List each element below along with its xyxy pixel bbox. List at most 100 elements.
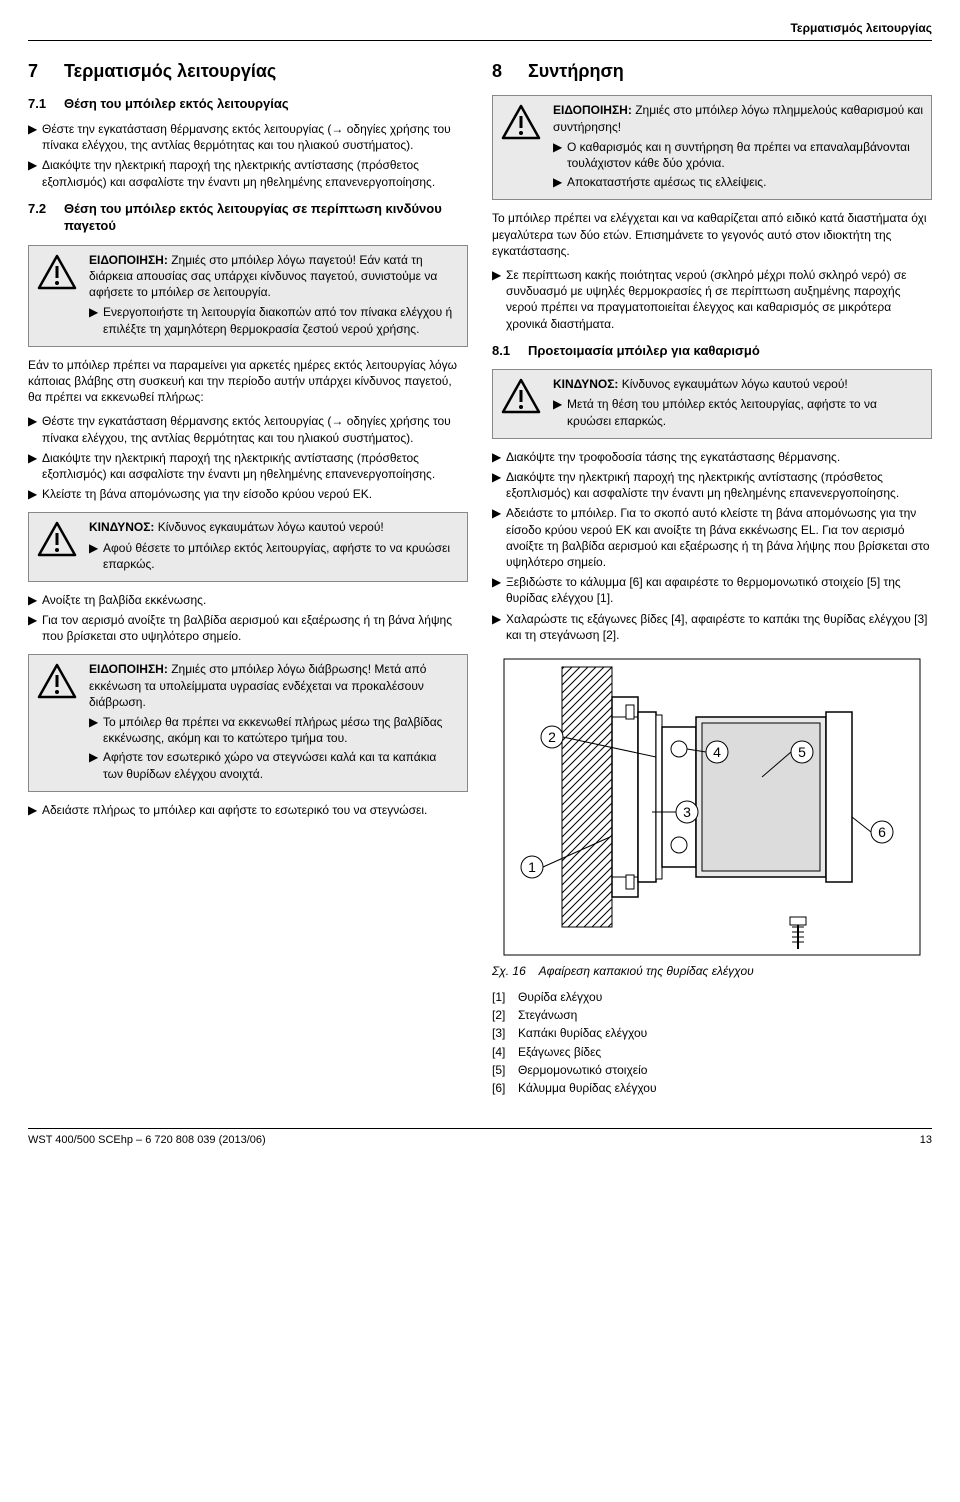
list-item: ▶Θέστε την εγκατάσταση θέρμανσης εκτός λ… (28, 413, 468, 445)
callout-3: 3 (683, 804, 691, 820)
notice-text: Κίνδυνος εγκαυμάτων λόγω καυτού νερού! (158, 520, 384, 534)
heading-number: 7.1 (28, 95, 64, 113)
list-text: Ενεργοποιήστε τη λειτουργία διακοπών από… (103, 304, 459, 336)
warning-icon (499, 102, 543, 193)
paragraph: Εάν το μπόιλερ πρέπει να παραμείνει για … (28, 357, 468, 406)
notice-lead: ΕΙΔΟΠΟΙΗΣΗ: (89, 662, 168, 676)
list-item: ▶Διακόψτε την ηλεκτρική παροχή της ηλεκτ… (28, 157, 468, 189)
running-header: Τερματισμός λειτουργίας (28, 20, 932, 36)
list-text: Αδειάστε το μπόιλερ. Για το σκοπό αυτό κ… (506, 505, 932, 570)
callout-6: 6 (878, 824, 886, 840)
list-item: ▶Θέστε την εγκατάσταση θέρμανσης εκτός λ… (28, 121, 468, 153)
footer-page-number: 13 (920, 1133, 932, 1148)
list-text: Διακόψτε την ηλεκτρική παροχή της ηλεκτρ… (42, 157, 468, 189)
list-text: Διακόψτε την ηλεκτρική παροχή της ηλεκτρ… (42, 450, 468, 482)
list-item: ▶Ο καθαρισμός και η συντήρηση θα πρέπει … (553, 139, 923, 171)
figure-16: 1 2 3 4 5 6 (492, 657, 932, 957)
section-71-heading: 7.1 Θέση του μπόιλερ εκτός λειτουργίας (28, 95, 468, 113)
notice-box: ΕΙΔΟΠΟΙΗΣΗ: Ζημιές στο μπόιλερ λόγω παγε… (28, 245, 468, 347)
heading-number: 7 (28, 59, 64, 83)
warning-icon (35, 519, 79, 575)
legend-row: [6]Κάλυμμα θυρίδας ελέγχου (492, 1080, 932, 1096)
danger-box: ΚΙΝΔΥΝΟΣ: Κίνδυνος εγκαυμάτων λόγω καυτο… (28, 512, 468, 582)
two-column-layout: 7 Τερματισμός λειτουργίας 7.1 Θέση του μ… (28, 59, 932, 1098)
paragraph: Το μπόιλερ πρέπει να ελέγχεται και να κα… (492, 210, 932, 259)
notice-lead: ΕΙΔΟΠΟΙΗΣΗ: (553, 103, 632, 117)
warning-icon (35, 661, 79, 784)
heading-text: Συντήρηση (528, 59, 624, 83)
legend-key: [5] (492, 1062, 518, 1078)
heading-text: Προετοιμασία μπόιλερ για καθαρισμό (528, 342, 760, 360)
list-text: Ξεβιδώστε το κάλυμμα [6] και αφαιρέστε τ… (506, 574, 932, 606)
notice-box: ΕΙΔΟΠΟΙΗΣΗ: Ζημιές στο μπόιλερ λόγω πλημ… (492, 95, 932, 200)
callout-2: 2 (548, 729, 556, 745)
list-item: ▶Χαλαρώστε τις εξάγωνες βίδες [4], αφαιρ… (492, 611, 932, 643)
list-item: ▶Ανοίξτε τη βαλβίδα εκκένωσης. (28, 592, 468, 608)
list-item: ▶Κλείστε τη βάνα απομόνωσης για την είσο… (28, 486, 468, 502)
list-text: Διακόψτε την ηλεκτρική παροχή της ηλεκτρ… (506, 469, 932, 501)
heading-number: 7.2 (28, 200, 64, 218)
legend-value: Καπάκι θυρίδας ελέγχου (518, 1025, 647, 1041)
list-text: Αφού θέσετε το μπόιλερ εκτός λειτουργίας… (103, 540, 459, 572)
list-text: Αφήστε τον εσωτερικό χώρο να στεγνώσει κ… (103, 749, 459, 781)
footer-left: WST 400/500 SCEhp – 6 720 808 039 (2013/… (28, 1133, 266, 1148)
list-item: ▶Αποκαταστήστε αμέσως τις ελλείψεις. (553, 174, 923, 190)
section-81-heading: 8.1 Προετοιμασία μπόιλερ για καθαρισμό (492, 342, 932, 360)
list-item: ▶Αδειάστε το μπόιλερ. Για το σκοπό αυτό … (492, 505, 932, 570)
list-text: Αποκαταστήστε αμέσως τις ελλείψεις. (567, 174, 766, 190)
heading-text: Θέση του μπόιλερ εκτός λειτουργίας (64, 95, 289, 113)
list-text: Ο καθαρισμός και η συντήρηση θα πρέπει ν… (567, 139, 923, 171)
legend-row: [2]Στεγάνωση (492, 1007, 932, 1023)
notice-lead: ΕΙΔΟΠΟΙΗΣΗ: (89, 253, 168, 267)
list-text: Το μπόιλερ θα πρέπει να εκκενωθεί πλήρως… (103, 714, 459, 746)
list-72c: ▶Αδειάστε πλήρως το μπόιλερ και αφήστε τ… (28, 802, 468, 818)
notice-text: Κίνδυνος εγκαυμάτων λόγω καυτού νερού! (622, 377, 848, 391)
legend-value: Θερμομονωτικό στοιχείο (518, 1062, 647, 1078)
list-text: Θέστε την εγκατάσταση θέρμανσης εκτός λε… (42, 121, 468, 153)
list-item: ▶Μετά τη θέση του μπόιλερ εκτός λειτουργ… (553, 396, 923, 428)
figure-svg: 1 2 3 4 5 6 (502, 657, 922, 957)
legend-value: Εξάγωνες βίδες (518, 1044, 601, 1060)
left-column: 7 Τερματισμός λειτουργίας 7.1 Θέση του μ… (28, 59, 468, 1098)
legend-key: [3] (492, 1025, 518, 1041)
heading-number: 8.1 (492, 342, 528, 360)
callout-1: 1 (528, 859, 536, 875)
list-item: ▶Διακόψτε την ηλεκτρική παροχή της ηλεκτ… (28, 450, 468, 482)
list-text: Σε περίπτωση κακής ποιότητας νερού (σκλη… (506, 267, 932, 332)
heading-text: Τερματισμός λειτουργίας (64, 59, 276, 83)
list-item: ▶Διακόψτε την τροφοδοσία τάσης της εγκατ… (492, 449, 932, 465)
section-7-heading: 7 Τερματισμός λειτουργίας (28, 59, 468, 83)
legend-key: [1] (492, 989, 518, 1005)
notice-lead: ΚΙΝΔΥΝΟΣ: (89, 520, 154, 534)
list-item: ▶Ξεβιδώστε το κάλυμμα [6] και αφαιρέστε … (492, 574, 932, 606)
legend-value: Θυρίδα ελέγχου (518, 989, 602, 1005)
list-item: ▶Το μπόιλερ θα πρέπει να εκκενωθεί πλήρω… (89, 714, 459, 746)
list-81: ▶Διακόψτε την τροφοδοσία τάσης της εγκατ… (492, 449, 932, 643)
list-text: Μετά τη θέση του μπόιλερ εκτός λειτουργί… (567, 396, 923, 428)
right-column: 8 Συντήρηση ΕΙΔΟΠΟΙΗΣΗ: Ζημιές στο μπόιλ… (492, 59, 932, 1098)
legend-value: Κάλυμμα θυρίδας ελέγχου (518, 1080, 657, 1096)
list-text: Ανοίξτε τη βαλβίδα εκκένωσης. (42, 592, 206, 608)
list-71: ▶Θέστε την εγκατάσταση θέρμανσης εκτός λ… (28, 121, 468, 190)
warning-icon (35, 252, 79, 340)
notice-body: ΕΙΔΟΠΟΙΗΣΗ: Ζημιές στο μπόιλερ λόγω πλημ… (553, 102, 923, 193)
list-item: ▶Αφήστε τον εσωτερικό χώρο να στεγνώσει … (89, 749, 459, 781)
legend-row: [4]Εξάγωνες βίδες (492, 1044, 932, 1060)
legend-row: [1]Θυρίδα ελέγχου (492, 989, 932, 1005)
legend-row: [5]Θερμομονωτικό στοιχείο (492, 1062, 932, 1078)
notice-body: ΕΙΔΟΠΟΙΗΣΗ: Ζημιές στο μπόιλερ λόγω παγε… (89, 252, 459, 340)
heading-number: 8 (492, 59, 528, 83)
figure-caption: Σχ. 16 Αφαίρεση καπακιού της θυρίδας ελέ… (492, 963, 932, 979)
list-item: ▶Αφού θέσετε το μπόιλερ εκτός λειτουργία… (89, 540, 459, 572)
heading-text: Θέση του μπόιλερ εκτός λειτουργίας σε πε… (64, 200, 468, 235)
danger-box: ΚΙΝΔΥΝΟΣ: Κίνδυνος εγκαυμάτων λόγω καυτο… (492, 369, 932, 439)
notice-lead: ΚΙΝΔΥΝΟΣ: (553, 377, 618, 391)
section-72-heading: 7.2 Θέση του μπόιλερ εκτός λειτουργίας σ… (28, 200, 468, 235)
list-item: ▶Για τον αερισμό ανοίξτε τη βαλβίδα αερι… (28, 612, 468, 644)
list-item: ▶Αδειάστε πλήρως το μπόιλερ και αφήστε τ… (28, 802, 468, 818)
list-text: Θέστε την εγκατάσταση θέρμανσης εκτός λε… (42, 413, 468, 445)
list-text: Κλείστε τη βάνα απομόνωσης για την είσοδ… (42, 486, 372, 502)
figure-legend: [1]Θυρίδα ελέγχου [2]Στεγάνωση [3]Καπάκι… (492, 989, 932, 1096)
list-72a: ▶Θέστε την εγκατάσταση θέρμανσης εκτός λ… (28, 413, 468, 502)
section-8-heading: 8 Συντήρηση (492, 59, 932, 83)
